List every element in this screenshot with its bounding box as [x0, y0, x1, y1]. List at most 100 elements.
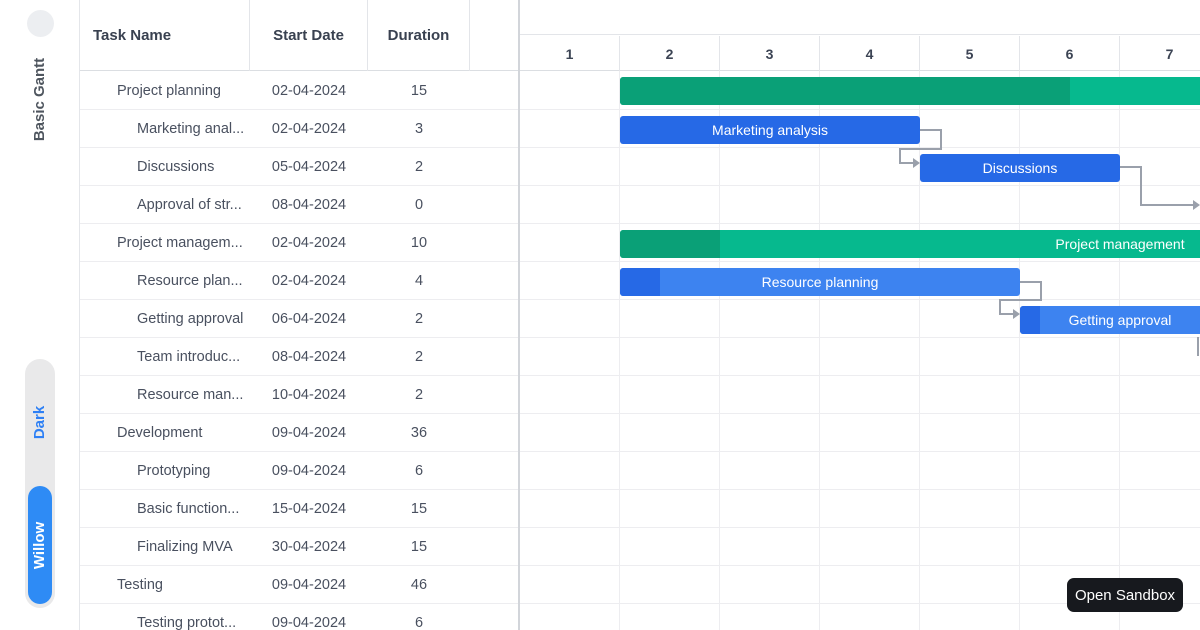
connector-line: [1140, 204, 1194, 206]
task-row[interactable]: Testing protot... 09-04-2024 6: [80, 604, 518, 630]
connector-line: [999, 299, 1042, 301]
task-name-cell: Project managem...: [117, 234, 243, 251]
task-name-cell: Development: [117, 424, 203, 441]
chart-gridlines: [520, 71, 1200, 630]
task-row[interactable]: Project managem... 02-04-2024 10: [80, 224, 518, 262]
bar-label: Project management: [1055, 236, 1185, 252]
start-date-cell: 09-04-2024: [271, 424, 347, 441]
connector-line: [1140, 166, 1142, 206]
timeline-day-header: 4: [820, 36, 920, 71]
start-date-cell: 02-04-2024: [271, 82, 347, 99]
task-row[interactable]: Resource man... 10-04-2024 2: [80, 376, 518, 414]
task-name-cell: Finalizing MVA: [137, 538, 233, 555]
task-name-cell: Team introduc...: [137, 348, 241, 365]
bar-label: Resource planning: [761, 274, 879, 290]
sidebar: Basic Gantt Dark Willow: [0, 0, 80, 630]
start-date-cell: 09-04-2024: [271, 462, 347, 479]
connector-line: [940, 129, 942, 150]
task-row[interactable]: Basic function... 15-04-2024 15: [80, 490, 518, 528]
timeline-day-row: 1 2 3 4 5 6 7: [520, 36, 1200, 71]
task-name-cell: Testing: [117, 576, 163, 593]
start-date-cell: 30-04-2024: [271, 538, 347, 555]
task-name-cell: Approval of str...: [137, 196, 242, 213]
task-row[interactable]: Getting approval 06-04-2024 2: [80, 300, 518, 338]
theme-option-willow[interactable]: Willow: [28, 486, 52, 604]
duration-cell: 4: [414, 272, 424, 289]
timeline-day-header: 2: [620, 36, 720, 71]
timeline-day-header: 3: [720, 36, 820, 71]
bar-label: Discussions: [982, 160, 1058, 176]
task-row[interactable]: Marketing anal... 02-04-2024 3: [80, 110, 518, 148]
connector-line: [899, 162, 913, 164]
task-row[interactable]: Prototyping 09-04-2024 6: [80, 452, 518, 490]
start-date-cell: 06-04-2024: [271, 310, 347, 327]
gantt-bar-discussions[interactable]: Discussions: [920, 154, 1120, 182]
task-name-header[interactable]: Task Name: [80, 0, 250, 71]
task-row[interactable]: Testing 09-04-2024 46: [80, 566, 518, 604]
task-name-cell: Project planning: [117, 82, 221, 99]
task-name-cell: Discussions: [137, 158, 215, 175]
duration-header[interactable]: Duration: [368, 0, 470, 71]
duration-cell: 46: [410, 576, 428, 593]
task-table-header: Task Name Start Date Duration: [80, 0, 518, 71]
progress-fill: [1020, 306, 1040, 334]
duration-cell: 2: [414, 348, 424, 365]
task-name-cell: Getting approval: [137, 310, 244, 327]
start-date-cell: 09-04-2024: [271, 576, 347, 593]
timeline-day-header: 1: [520, 36, 620, 71]
task-row[interactable]: Finalizing MVA 30-04-2024 15: [80, 528, 518, 566]
empty-header: [470, 0, 518, 71]
bar-label: Getting approval: [1068, 312, 1172, 328]
task-table-body: Project planning 02-04-2024 15 Marketing…: [80, 72, 518, 630]
open-sandbox-button[interactable]: Open Sandbox: [1067, 578, 1183, 612]
duration-cell: 15: [410, 500, 428, 517]
theme-option-dark[interactable]: Dark: [25, 359, 55, 486]
theme-toggle: Dark Willow: [25, 359, 55, 608]
gantt-bar-resource-planning[interactable]: Resource planning: [620, 268, 1020, 296]
timeline-chart: 1 2 3 4 5 6 7: [518, 0, 1200, 630]
start-date-cell: 02-04-2024: [271, 120, 347, 137]
connector-arrow-icon: [1193, 200, 1200, 210]
start-date-cell: 08-04-2024: [271, 196, 347, 213]
task-name-cell: Basic function...: [137, 500, 240, 517]
connector-arrow-icon: [1013, 309, 1020, 319]
connector-line: [1197, 337, 1199, 356]
connector-line: [1120, 166, 1142, 168]
task-row[interactable]: Development 09-04-2024 36: [80, 414, 518, 452]
start-date-cell: 15-04-2024: [271, 500, 347, 517]
task-row[interactable]: Team introduc... 08-04-2024 2: [80, 338, 518, 376]
avatar[interactable]: [27, 10, 54, 37]
connector-line: [899, 148, 942, 150]
start-date-header[interactable]: Start Date: [250, 0, 368, 71]
gantt-bar-marketing-analysis[interactable]: Marketing analysis: [620, 116, 920, 144]
start-date-cell: 10-04-2024: [271, 386, 347, 403]
theme-option-willow-label: Willow: [31, 521, 49, 569]
timeline-day-header: 7: [1120, 36, 1200, 71]
duration-cell: 6: [414, 614, 424, 630]
progress-fill: [620, 268, 660, 296]
timeline-day-header: 6: [1020, 36, 1120, 71]
task-row[interactable]: Resource plan... 02-04-2024 4: [80, 262, 518, 300]
timeline-header: 1 2 3 4 5 6 7: [520, 0, 1200, 71]
gantt-bar-project-planning[interactable]: [620, 77, 1200, 105]
duration-cell: 2: [414, 158, 424, 175]
duration-cell: 2: [414, 310, 424, 327]
progress-fill: [620, 230, 720, 258]
chart-body: Marketing analysis Discussions Project m…: [520, 71, 1200, 630]
task-name-cell: Prototyping: [137, 462, 211, 479]
gantt-bar-getting-approval[interactable]: Getting approval: [1020, 306, 1200, 334]
task-name-cell: Testing protot...: [137, 614, 237, 630]
task-row[interactable]: Project planning 02-04-2024 15: [80, 72, 518, 110]
start-date-cell: 09-04-2024: [271, 614, 347, 630]
task-row[interactable]: Discussions 05-04-2024 2: [80, 148, 518, 186]
gantt-bar-project-management[interactable]: Project management: [620, 230, 1200, 258]
timeline-week-row: [520, 0, 1200, 35]
connector-line: [899, 148, 901, 164]
task-name-cell: Resource plan...: [137, 272, 243, 289]
duration-cell: 0: [414, 196, 424, 213]
connector-arrow-icon: [913, 158, 920, 168]
connector-line: [1040, 281, 1042, 301]
task-row[interactable]: Approval of str... 08-04-2024 0: [80, 186, 518, 224]
start-date-cell: 02-04-2024: [271, 272, 347, 289]
